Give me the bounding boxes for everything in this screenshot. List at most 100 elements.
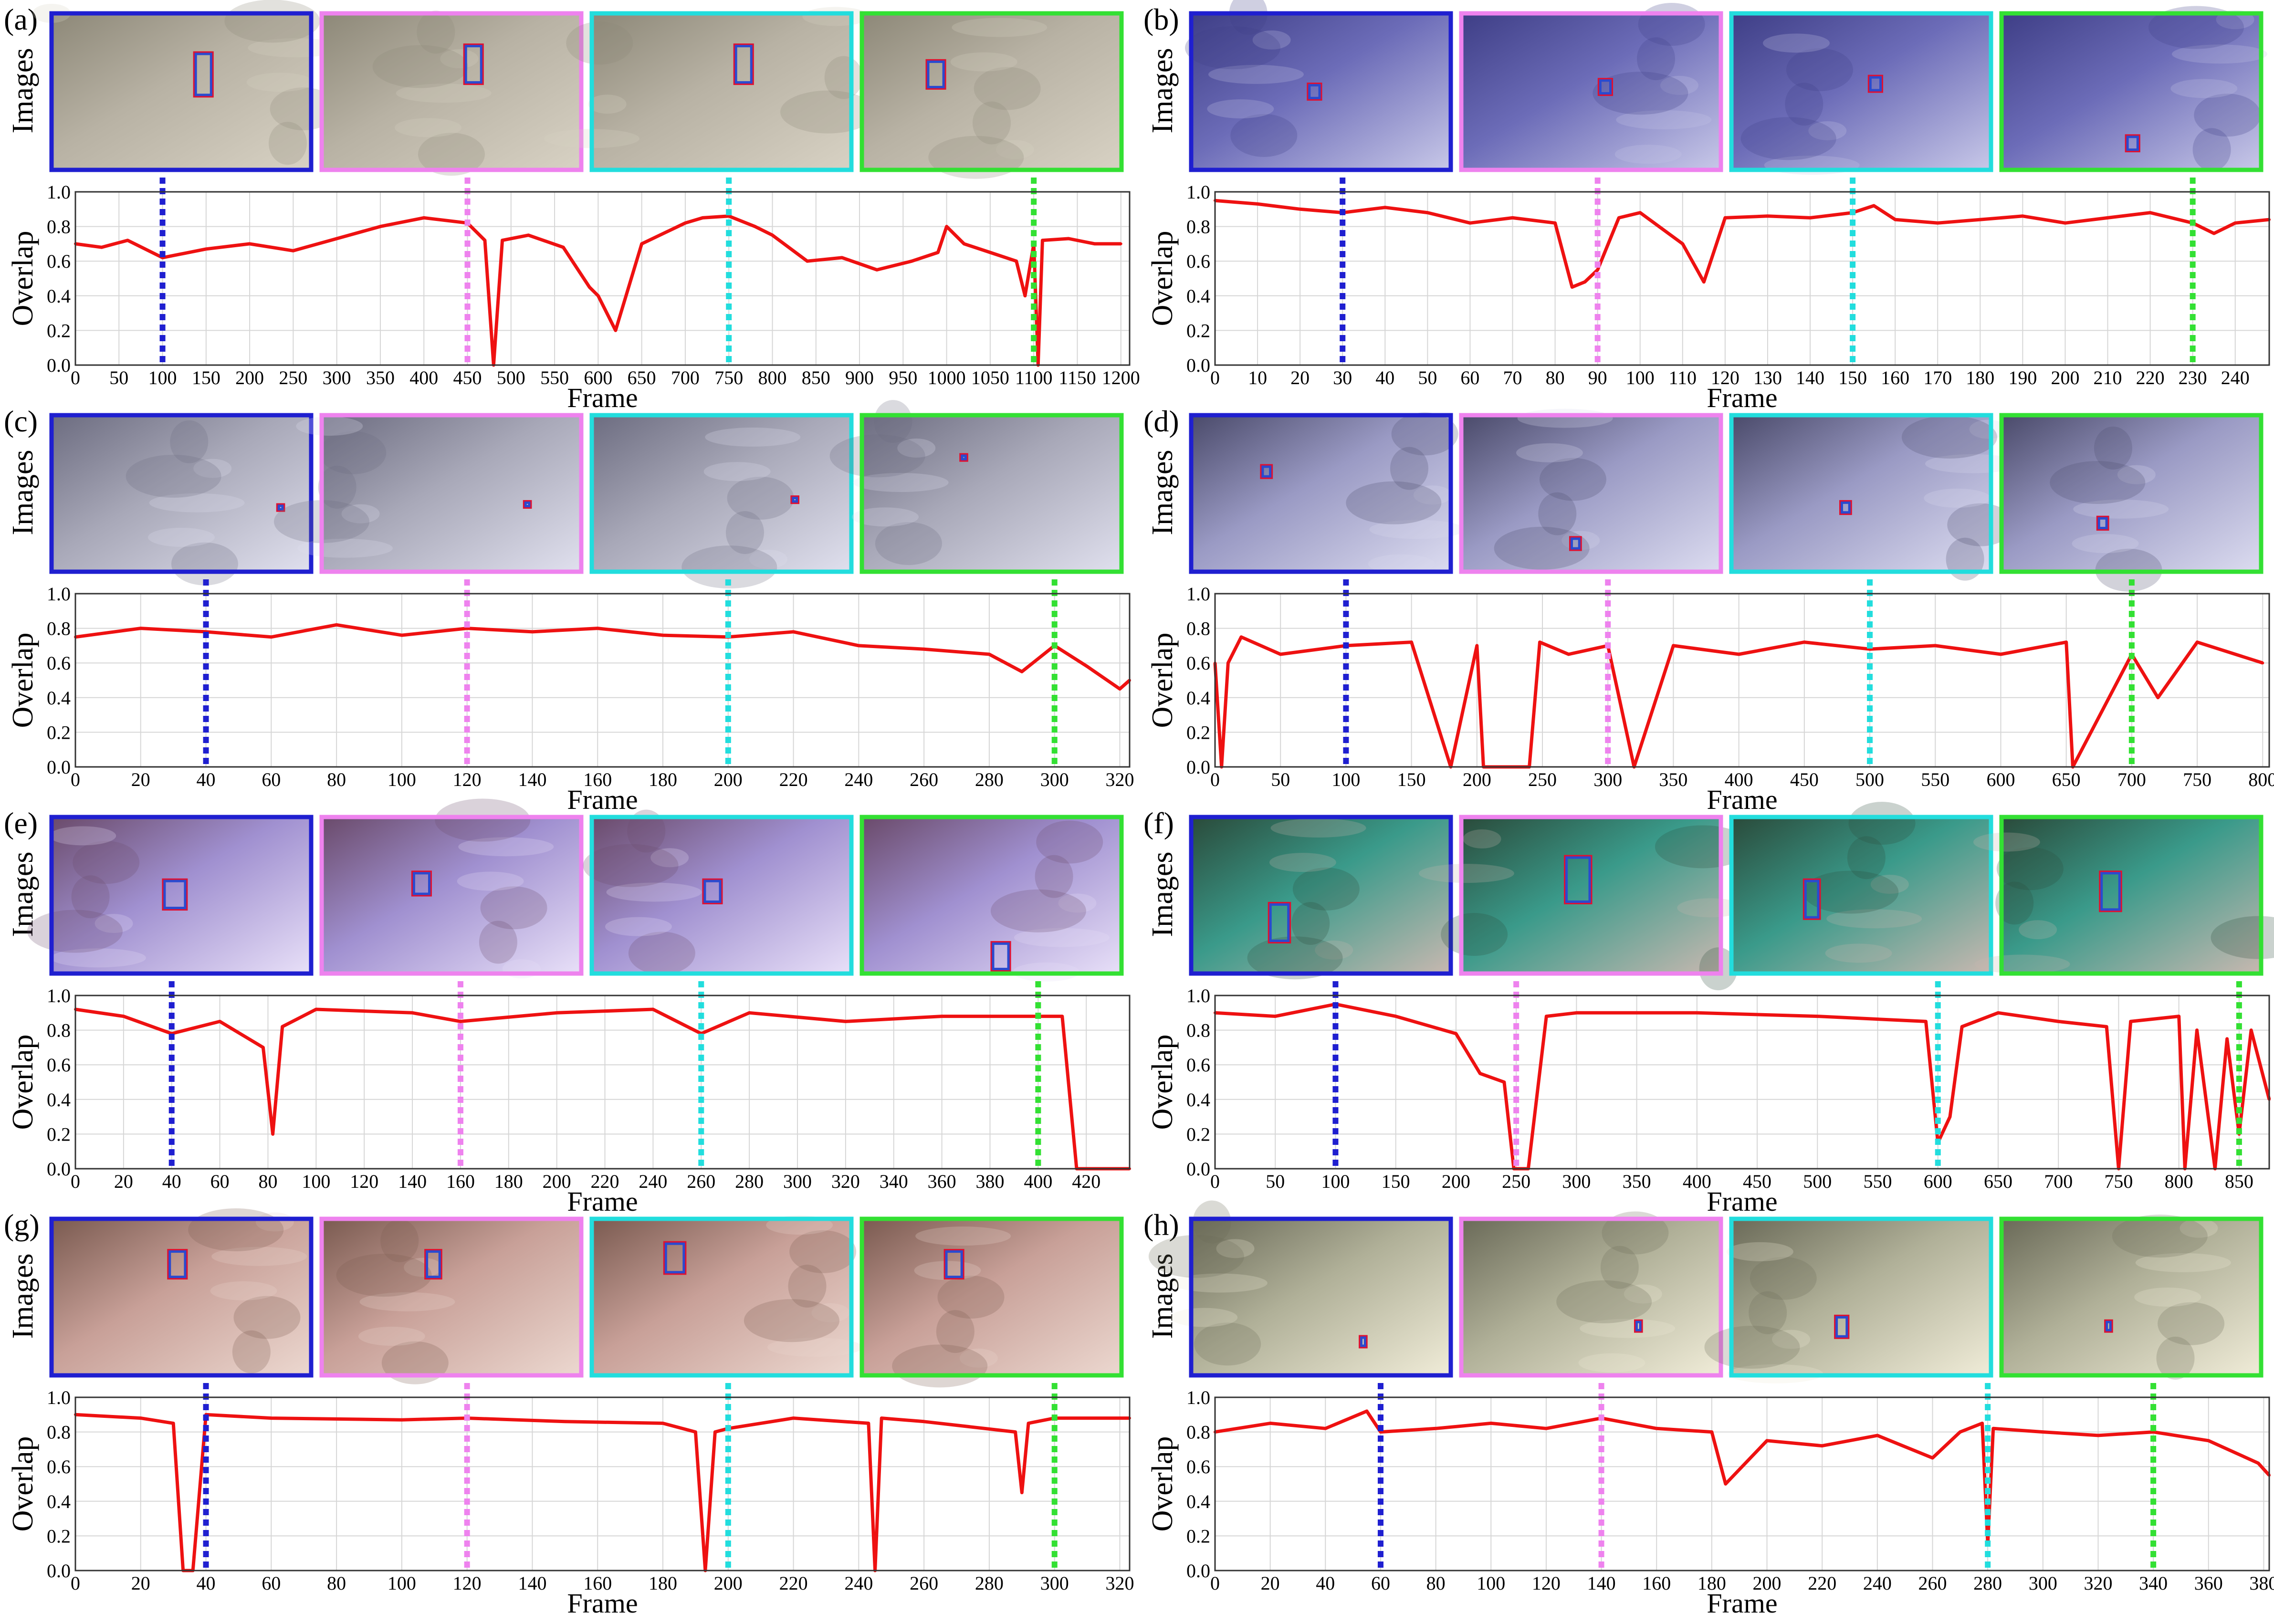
scene-texture <box>2134 1288 2201 1307</box>
overlap-point <box>857 644 860 647</box>
target-box <box>990 941 1011 972</box>
overlap-point <box>2064 221 2067 225</box>
x-tick-label: 300 <box>1562 1171 1591 1192</box>
scene-texture <box>396 84 492 103</box>
x-tick-label: 320 <box>1105 1572 1134 1594</box>
thumbnail-frame <box>319 798 584 979</box>
scene-texture <box>1208 64 1304 84</box>
overlap-point <box>1544 1427 1548 1430</box>
y-tick-label: 0.2 <box>1186 722 1210 743</box>
y-tick-label: 0.8 <box>1186 1020 1210 1041</box>
x-tick-label: 30 <box>1333 367 1352 388</box>
x-tick-label: 240 <box>1863 1572 1892 1594</box>
overlap-point <box>2212 232 2216 235</box>
thumbnail-border <box>49 815 314 976</box>
x-tick-label: 240 <box>844 769 873 790</box>
scene-texture <box>996 140 1034 159</box>
overlap-point <box>1086 665 1089 668</box>
scene-texture <box>1270 818 1366 838</box>
target-box <box>193 51 214 98</box>
scene-texture <box>874 400 912 443</box>
x-tick-label: 190 <box>2008 367 2037 388</box>
panel-letter: (g) <box>4 1208 40 1242</box>
overlap-point <box>588 285 591 289</box>
panel-letter: (c) <box>4 404 38 438</box>
thumbnail-image <box>1731 1219 1991 1375</box>
overlap-point <box>880 1416 883 1420</box>
thumbnail-frame <box>859 815 1124 982</box>
scene-texture <box>171 542 238 586</box>
scene-texture <box>1740 117 1836 160</box>
overlap-point <box>2225 1037 2229 1040</box>
overlap-point <box>1766 214 1769 218</box>
x-tick-label: 180 <box>1698 1572 1726 1594</box>
thumbnail-border <box>1729 413 1993 574</box>
scene-texture <box>1441 913 1508 956</box>
thumbnail-image <box>322 13 581 170</box>
overlap-axis-label: Overlap <box>1146 231 1179 326</box>
scene-texture <box>627 809 666 853</box>
scene-texture <box>1230 114 1298 157</box>
scene-texture <box>1216 1239 1255 1258</box>
x-tick-label: 240 <box>2221 367 2250 388</box>
scene-texture <box>851 507 919 527</box>
overlap-axis-label: Overlap <box>7 1436 39 1532</box>
x-tick-label: 200 <box>714 769 743 790</box>
images-row-label: Images <box>7 1253 39 1339</box>
scene-texture <box>703 462 771 482</box>
x-tick-label: 500 <box>1855 769 1884 790</box>
x-axis-label: Frame <box>567 784 638 815</box>
thumbnail-border <box>319 11 584 172</box>
ground-truth-box <box>426 1250 441 1278</box>
scene-texture <box>1704 1325 1800 1369</box>
scene-texture <box>479 921 517 964</box>
scene-texture <box>788 1265 827 1308</box>
overlap-point <box>2106 216 2109 220</box>
scene-texture <box>2072 534 2139 553</box>
scene-texture <box>583 844 679 887</box>
x-tick-label: 160 <box>583 1572 612 1594</box>
x-tick-label: 260 <box>910 1572 938 1594</box>
scene-texture <box>1252 30 1291 50</box>
overlap-point <box>945 225 948 228</box>
scene-texture <box>1193 1200 1231 1244</box>
x-tick-label: 40 <box>197 769 216 790</box>
x-tick-label: 80 <box>1546 367 1565 388</box>
overlap-point <box>683 221 687 225</box>
x-tick-label: 350 <box>366 367 395 388</box>
thumbnail-image <box>1461 1219 1721 1375</box>
scene-texture <box>1207 99 1274 119</box>
overlap-series <box>75 623 1131 691</box>
overlap-point <box>1999 653 2002 656</box>
x-tick-label: 200 <box>543 1171 571 1192</box>
ground-truth-box <box>664 1242 685 1274</box>
x-tick-label: 280 <box>1973 1572 2002 1594</box>
x-tick-label: 900 <box>845 367 874 388</box>
scene-texture <box>1624 1284 1662 1304</box>
scene-texture <box>1969 419 2008 439</box>
x-tick-label: 550 <box>1864 1171 1892 1192</box>
thumbnail-image <box>52 817 311 974</box>
x-axis-label: Frame <box>567 1588 638 1619</box>
thumbnail-image <box>52 13 311 170</box>
x-tick-label: 220 <box>2136 367 2165 388</box>
overlap-point <box>1809 216 1812 220</box>
overlap-point <box>335 237 338 241</box>
thumbnail-image <box>2002 13 2261 170</box>
thumbnail-border <box>1999 11 2264 172</box>
ground-truth-box <box>2126 136 2139 151</box>
overlap-point <box>335 623 338 627</box>
thumbnail-image <box>1731 13 1991 170</box>
thumbnail-image <box>2002 817 2261 974</box>
overlap-point <box>640 242 643 245</box>
scene-texture <box>1786 48 1853 92</box>
images-row-label: Images <box>7 851 39 937</box>
x-tick-label: 220 <box>591 1171 619 1192</box>
scene-texture <box>458 837 554 857</box>
ground-truth-box <box>1269 903 1290 942</box>
x-tick-label: 850 <box>2225 1171 2253 1192</box>
overlap-plot: 0.0 0.2 0.4 0.6 0.8 1.0 0 50 100 150 200 250 300 350 4… <box>1186 981 2271 1217</box>
x-tick-label: 550 <box>540 367 569 388</box>
target-box <box>1839 500 1852 515</box>
scene-texture <box>381 1341 449 1384</box>
